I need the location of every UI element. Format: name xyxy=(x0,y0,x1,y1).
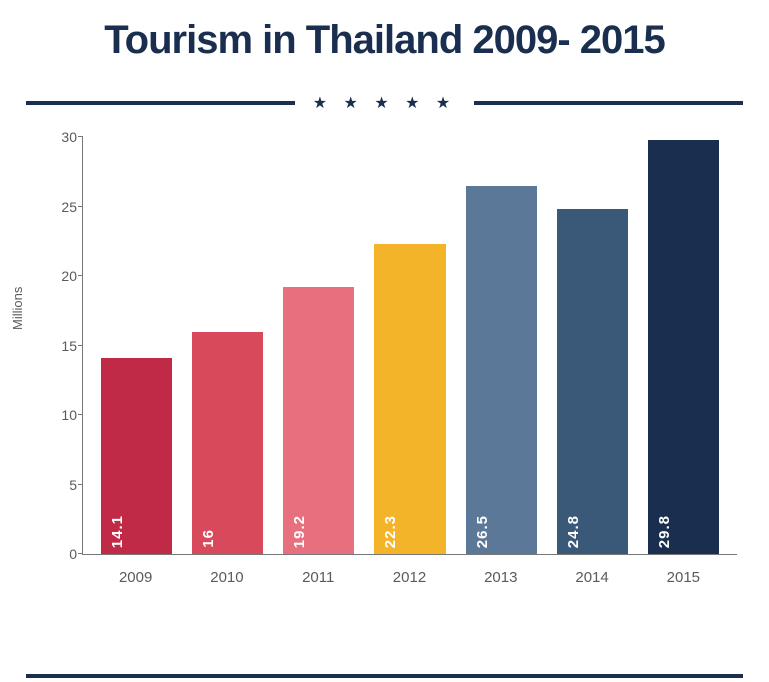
x-tick-label: 2015 xyxy=(638,561,729,595)
bar-value-label: 19.2 xyxy=(291,515,308,548)
bar: 26.5 xyxy=(466,186,537,554)
divider-stars: ★ ★ ★ ★ ★ xyxy=(295,93,475,113)
divider-line-left xyxy=(26,101,295,105)
bar: 19.2 xyxy=(283,287,354,554)
bar-value-label: 26.5 xyxy=(474,515,491,548)
y-tick-mark xyxy=(78,136,83,137)
bar-slot: 19.2 xyxy=(273,137,364,554)
bar-slot: 16 xyxy=(182,137,273,554)
bar: 24.8 xyxy=(557,209,628,554)
y-tick-mark xyxy=(78,345,83,346)
y-tick-label: 30 xyxy=(43,129,77,145)
y-tick-label: 20 xyxy=(43,268,77,284)
y-tick-label: 5 xyxy=(43,477,77,493)
bar-slot: 26.5 xyxy=(456,137,547,554)
divider-line-right xyxy=(474,101,743,105)
bar-value-label: 22.3 xyxy=(382,515,399,548)
bars-container: 14.1 16 19.2 22.3 26.5 24.8 29.8 xyxy=(83,137,737,554)
x-axis-labels: 2009201020112012201320142015 xyxy=(82,561,737,595)
y-tick-mark xyxy=(78,414,83,415)
y-tick-mark xyxy=(78,206,83,207)
x-tick-label: 2011 xyxy=(273,561,364,595)
y-tick-mark xyxy=(78,275,83,276)
bar-slot: 29.8 xyxy=(638,137,729,554)
bar-value-label: 24.8 xyxy=(565,515,582,548)
y-tick-mark xyxy=(78,553,83,554)
bar-slot: 14.1 xyxy=(91,137,182,554)
y-tick-label: 25 xyxy=(43,199,77,215)
star-divider: ★ ★ ★ ★ ★ xyxy=(26,93,743,113)
y-axis-label: Millions xyxy=(10,287,25,330)
x-tick-label: 2010 xyxy=(181,561,272,595)
bar-value-label: 14.1 xyxy=(109,515,126,548)
y-tick-label: 10 xyxy=(43,407,77,423)
x-tick-label: 2009 xyxy=(90,561,181,595)
bar-slot: 22.3 xyxy=(364,137,455,554)
chart-title: Tourism in Thailand 2009- 2015 xyxy=(0,18,769,63)
bar: 16 xyxy=(192,332,263,554)
x-tick-label: 2014 xyxy=(546,561,637,595)
bottom-divider xyxy=(26,674,743,678)
y-tick-label: 0 xyxy=(43,546,77,562)
bar-value-label: 16 xyxy=(200,529,217,548)
bar: 14.1 xyxy=(101,358,172,554)
x-tick-label: 2013 xyxy=(455,561,546,595)
bar: 29.8 xyxy=(648,140,719,554)
y-tick-mark xyxy=(78,484,83,485)
bar-value-label: 29.8 xyxy=(656,515,673,548)
x-tick-label: 2012 xyxy=(364,561,455,595)
bar: 22.3 xyxy=(374,244,445,554)
plot-region: 14.11619.222.326.524.829.8 051015202530 xyxy=(82,137,737,555)
y-tick-label: 15 xyxy=(43,338,77,354)
bar-slot: 24.8 xyxy=(547,137,638,554)
chart-area: Millions 14.11619.222.326.524.829.8 0510… xyxy=(26,125,743,595)
